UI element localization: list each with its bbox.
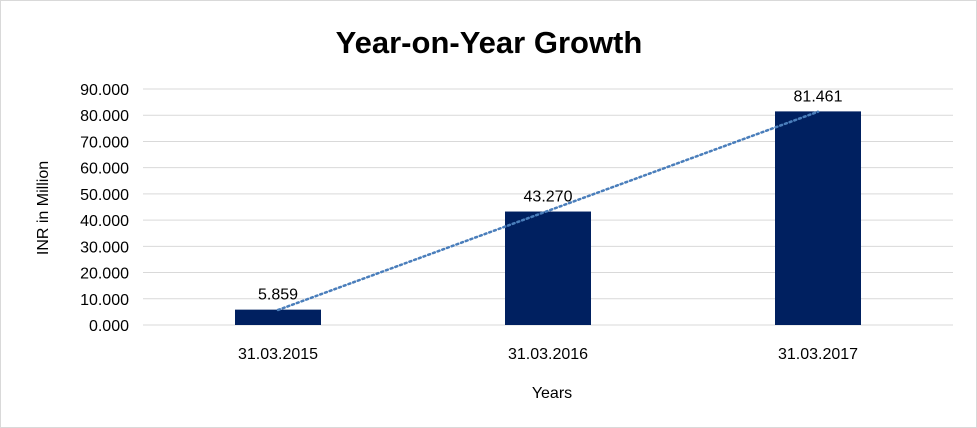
y-tick-label: 30.000: [80, 239, 129, 256]
y-tick-label: 90.000: [80, 82, 129, 99]
y-tick-label: 40.000: [80, 213, 129, 230]
y-tick-label: 20.000: [80, 266, 129, 283]
trendline: [276, 110, 820, 312]
data-label: 5.859: [258, 287, 298, 304]
y-tick-label: 80.000: [80, 108, 129, 125]
bar: [235, 309, 321, 325]
y-tick-label: 0.000: [89, 318, 129, 335]
chart-title: Year-on-Year Growth: [336, 25, 643, 60]
data-label: 43.270: [524, 189, 573, 206]
x-tick-label: 31.03.2015: [238, 346, 318, 363]
x-tick-label: 31.03.2017: [778, 346, 858, 363]
x-tick-label: 31.03.2016: [508, 346, 588, 363]
x-axis-ticks: 31.03.2015 31.03.2016 31.03.2017: [238, 346, 858, 363]
y-tick-label: 50.000: [80, 187, 129, 204]
bars: [235, 111, 861, 325]
y-tick-label: 60.000: [80, 161, 129, 178]
bar: [775, 111, 861, 325]
y-tick-label: 70.000: [80, 134, 129, 151]
bar: [505, 211, 591, 325]
trendline-path: [276, 110, 820, 312]
data-labels: 5.859 43.270 81.461: [258, 88, 843, 303]
data-label: 81.461: [794, 88, 843, 105]
y-axis-ticks: 0.000 10.000 20.000 30.000 40.000 50.000 60.00…: [80, 82, 129, 335]
y-tick-label: 10.000: [80, 292, 129, 309]
x-axis-title: Years: [532, 385, 572, 402]
y-axis-title: INR in Million: [35, 161, 52, 255]
